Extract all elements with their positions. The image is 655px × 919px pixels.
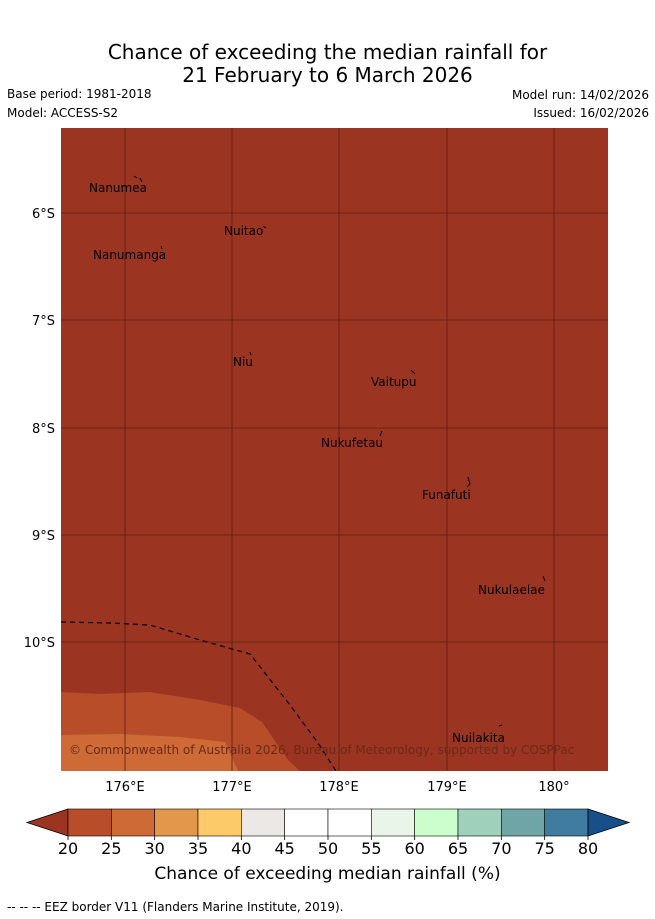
colorbar-segment	[197, 808, 242, 837]
island-shapes	[133, 175, 546, 727]
colorbar-segment	[154, 808, 199, 837]
lat-label-6s: 6°S	[32, 207, 55, 222]
colorbar-tick-label: 75	[534, 839, 554, 858]
island-label-nuitao: Nuitao	[224, 224, 263, 238]
colorbar: 20 25 30 35 40 45 50 55 60 65 70 75 80	[25, 808, 631, 858]
island-label-vaitupu: Vaitupu	[371, 375, 417, 389]
colorbar-tick-label: 65	[448, 839, 468, 858]
island-label-nanumea: Nanumea	[89, 181, 147, 195]
colorbar-over-arrow	[587, 808, 631, 837]
map-title-line2: 21 February to 6 March 2026	[182, 63, 473, 87]
island-label-nuilakita: Nuilakita	[452, 731, 505, 745]
lon-label-180: 180°	[538, 780, 569, 795]
colorbar-tick-label: 80	[578, 839, 598, 858]
graticule	[61, 128, 608, 771]
colorbar-tick-label: 40	[231, 839, 251, 858]
map-title-line1: Chance of exceeding the median rainfall …	[107, 40, 548, 64]
map-area	[61, 128, 608, 771]
colorbar-tick-label: 20	[58, 839, 78, 858]
island-label-nukulaelae: Nukulaelae	[478, 583, 545, 597]
lat-label-8s: 8°S	[32, 422, 55, 437]
lat-label-9s: 9°S	[32, 529, 55, 544]
colorbar-segment	[544, 808, 589, 837]
colorbar-segment	[457, 808, 502, 837]
island-label-nukufetau: Nukufetau	[321, 436, 383, 450]
band-30-35	[61, 734, 238, 771]
colorbar-segment	[501, 808, 545, 837]
colorbar-title: Chance of exceeding median rainfall (%)	[154, 864, 501, 884]
colorbar-tick-label: 45	[274, 839, 294, 858]
colorbar-segment	[284, 808, 329, 837]
copyright-notice: © Commonwealth of Australia 2026, Bureau…	[69, 743, 574, 757]
eez-border	[61, 621, 337, 771]
lon-label-176e: 176°E	[105, 780, 145, 795]
colorbar-under-arrow	[25, 808, 69, 837]
colorbar-segment	[327, 808, 372, 837]
lon-label-177e: 177°E	[212, 780, 252, 795]
issued-date: Issued: 16/02/2026	[533, 106, 649, 120]
island-label-funafuti: Funafuti	[422, 488, 471, 502]
lon-label-178e: 178°E	[319, 780, 359, 795]
colorbar-tick-label: 50	[318, 839, 338, 858]
base-period: Base period: 1981-2018	[7, 87, 152, 101]
lat-label-7s: 7°S	[32, 314, 55, 329]
colorbar-tick-label: 55	[361, 839, 381, 858]
colorbar-segment	[371, 808, 415, 837]
colorbar-segment	[241, 808, 285, 837]
colorbar-tick-label: 35	[188, 839, 208, 858]
colorbar-tick-label: 60	[404, 839, 424, 858]
colorbar-tick-label: 70	[491, 839, 511, 858]
island-label-niu: Niu	[233, 355, 253, 369]
eez-footnote: -- -- -- EEZ border V11 (Flanders Marine…	[7, 900, 344, 914]
colorbar-segment	[67, 808, 112, 837]
colorbar-tick-label: 25	[101, 839, 121, 858]
lat-label-10s: 10°S	[24, 636, 55, 651]
colorbar-segment	[414, 808, 459, 837]
model-name: Model: ACCESS-S2	[7, 106, 119, 120]
lon-label-179e: 179°E	[427, 780, 467, 795]
island-label-nanumanga: Nanumanga	[93, 248, 166, 262]
colorbar-segment	[111, 808, 155, 837]
colorbar-tick-label: 30	[144, 839, 164, 858]
model-run: Model run: 14/02/2026	[511, 88, 649, 102]
